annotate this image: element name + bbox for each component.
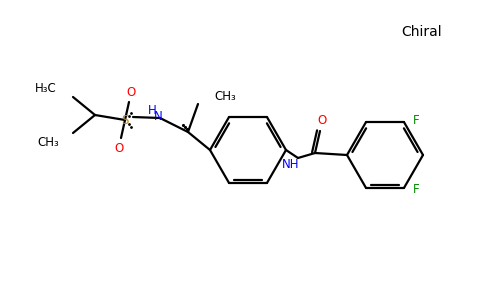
Text: O: O [114,142,123,154]
Text: H: H [148,103,156,116]
Text: O: O [126,85,136,98]
Text: O: O [318,115,327,128]
Text: H₃C: H₃C [35,82,57,95]
Text: NH: NH [282,158,300,170]
Text: Chiral: Chiral [402,25,442,39]
Text: CH₃: CH₃ [214,89,236,103]
Text: F: F [413,183,419,196]
Text: S: S [121,113,129,127]
Text: N: N [153,110,162,122]
Text: F: F [413,114,419,127]
Text: CH₃: CH₃ [37,136,59,149]
